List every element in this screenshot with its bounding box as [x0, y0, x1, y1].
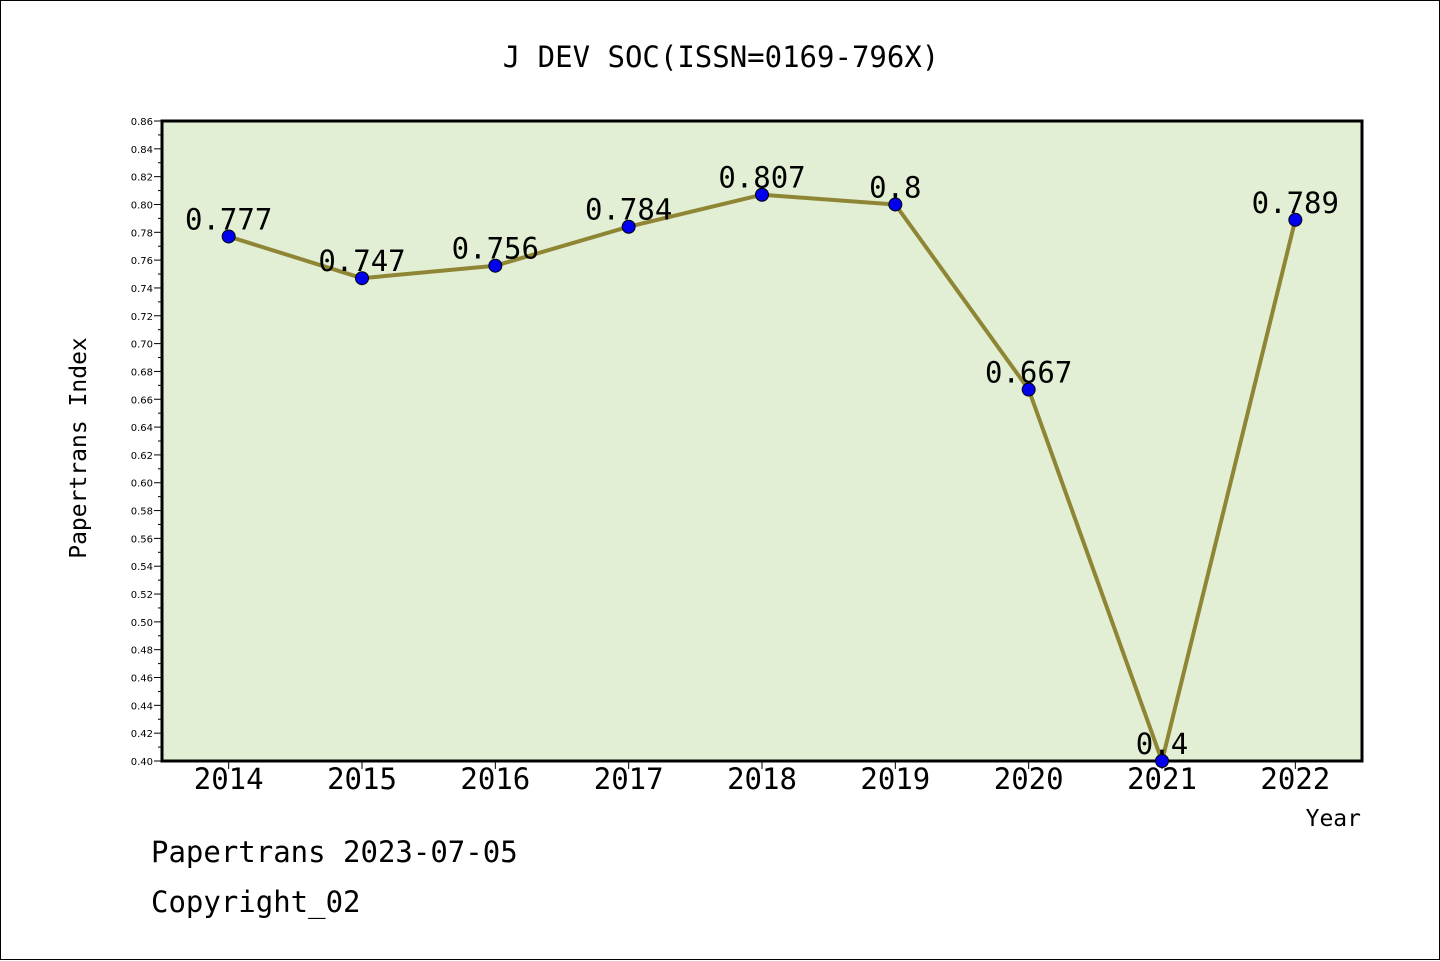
- y-axis-label: Papertrans Index: [66, 337, 92, 559]
- y-axis: 0.40 0.42 0.44 0.46 0.48 0.50 0.52 0.54 0.56 0.58…: [131, 117, 162, 768]
- y-tick-label: 0.68: [131, 367, 153, 378]
- data-point: [621, 219, 636, 234]
- data-label: 0.8: [869, 170, 921, 204]
- footer-copyright: Copyright_02: [151, 885, 361, 919]
- y-tick-label: 0.62: [131, 451, 153, 462]
- y-tick-label: 0.78: [131, 228, 153, 239]
- y-tick-label: 0.74: [131, 284, 153, 295]
- data-label: 0.777: [185, 202, 272, 236]
- data-label: 0.784: [585, 193, 672, 227]
- data-point: [488, 258, 503, 273]
- y-tick-label: 0.84: [131, 145, 153, 156]
- x-axis: 2014 2015 2016 2017 2018 2019 2020 2021 2022: [194, 761, 1330, 796]
- data-point: [888, 197, 903, 212]
- data-point: [1155, 754, 1169, 768]
- y-tick-label: 0.48: [131, 646, 153, 657]
- y-tick-label: 0.72: [131, 312, 153, 323]
- y-tick-label: 0.60: [131, 479, 153, 490]
- y-tick-label: 0.42: [131, 729, 153, 740]
- y-tick-label: 0.80: [131, 200, 153, 211]
- y-tick-label: 0.52: [131, 590, 153, 601]
- y-tick-label: 0.70: [131, 340, 153, 351]
- y-tick-label: 0.86: [131, 117, 153, 128]
- data-point: [1288, 212, 1303, 227]
- y-tick-label: 0.56: [131, 534, 153, 545]
- y-tick-label: 0.44: [131, 701, 153, 712]
- data-point: [755, 187, 769, 202]
- data-point: [355, 271, 369, 286]
- y-tick-label: 0.50: [131, 618, 153, 629]
- data-label: 0.756: [452, 232, 539, 266]
- x-tick-label: 2022: [1260, 762, 1330, 796]
- y-tick-label: 0.82: [131, 173, 153, 184]
- series-markers: [221, 187, 1303, 768]
- x-tick-label: 2017: [594, 762, 664, 796]
- y-tick-label: 0.54: [131, 562, 153, 573]
- x-tick-label: 2015: [327, 762, 397, 796]
- plot-area: [160, 119, 1364, 763]
- x-tick-label: 2014: [194, 762, 264, 796]
- y-tick-label: 0.40: [131, 757, 153, 768]
- data-labels: 0.777 0.747 0.756 0.784 0.807 0.8 0.667 0.4 0.78…: [185, 161, 1339, 761]
- x-tick-label: 2018: [727, 762, 797, 796]
- x-axis-label: Year: [1306, 806, 1361, 832]
- y-tick-label: 0.58: [131, 507, 153, 518]
- data-label: 0.807: [718, 161, 805, 195]
- data-point: [1021, 382, 1036, 397]
- x-tick-label: 2020: [994, 762, 1064, 796]
- data-point: [221, 229, 236, 244]
- y-tick-label: 0.46: [131, 674, 153, 685]
- y-tick-label: 0.66: [131, 395, 153, 406]
- x-tick-label: 2019: [860, 762, 930, 796]
- data-label: 0.667: [985, 356, 1072, 390]
- y-tick-label: 0.76: [131, 256, 153, 267]
- chart-title: J DEV SOC(ISSN=0169-796X): [503, 40, 940, 74]
- y-tick-label: 0.64: [131, 423, 153, 434]
- x-tick-label: 2016: [460, 762, 530, 796]
- data-label: 0.789: [1252, 186, 1339, 220]
- data-label: 0.4: [1136, 727, 1188, 761]
- footer-date: Papertrans 2023-07-05: [151, 835, 518, 869]
- data-label: 0.747: [318, 244, 405, 278]
